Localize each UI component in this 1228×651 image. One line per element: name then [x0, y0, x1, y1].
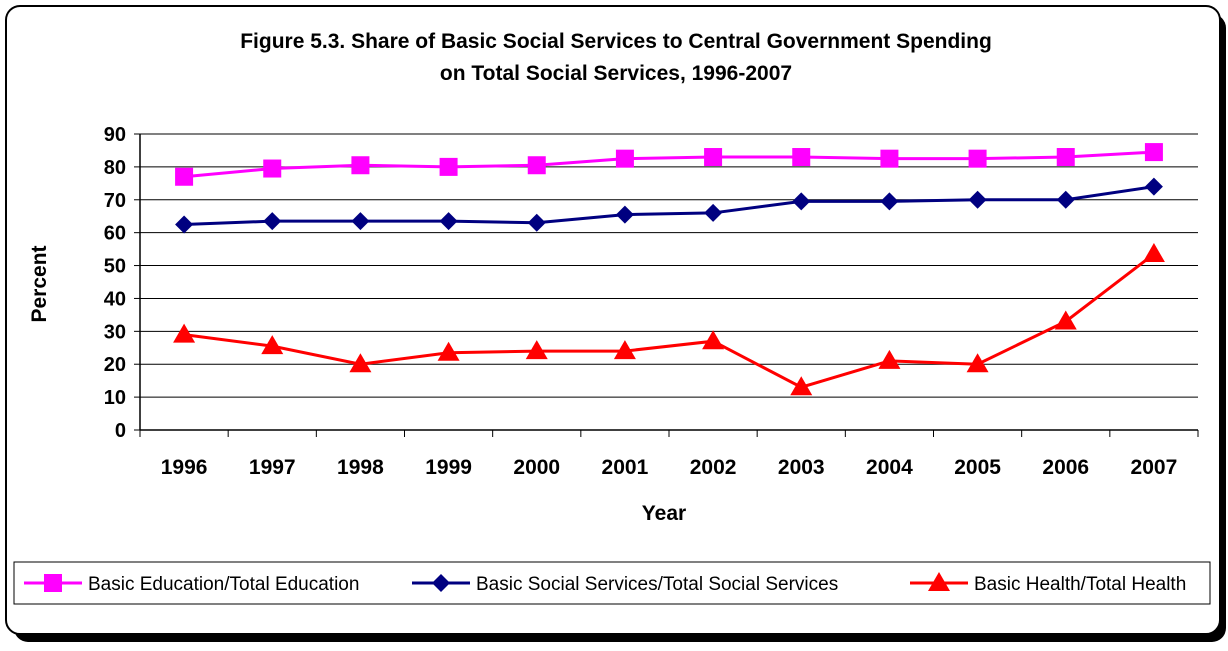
x-axis-label: Year: [642, 502, 686, 525]
data-point-diamond-marker: [615, 205, 634, 224]
series-1-line: [183, 150, 1155, 179]
data-point-square-marker: [880, 149, 899, 168]
data-point-triangle-marker: [966, 353, 989, 373]
x-tick-label: 1997: [249, 456, 296, 479]
legend-square-marker: [44, 574, 62, 592]
data-point-square-marker: [175, 167, 194, 186]
x-tick-label: 1999: [425, 456, 472, 479]
data-point-square-marker: [351, 156, 370, 175]
data-point-triangle-marker: [437, 341, 460, 361]
legend-label: Basic Education/Total Education: [88, 574, 359, 595]
data-point-diamond-marker: [1144, 177, 1163, 196]
series-1: [175, 143, 1163, 186]
data-point-square-marker: [527, 156, 546, 175]
series-3-line: [183, 252, 1155, 389]
y-tick-label: 0: [115, 420, 126, 442]
data-point-triangle-marker: [613, 340, 636, 360]
series-3: [173, 243, 1165, 396]
legend-entry: Basic Social Services/Total Social Servi…: [412, 574, 838, 595]
data-point-square-marker: [792, 148, 811, 167]
data-point-triangle-marker: [261, 335, 284, 355]
legend-entry: Basic Health/Total Health: [910, 572, 1186, 595]
data-point-square-marker: [968, 149, 987, 168]
data-point-triangle-marker: [702, 330, 725, 350]
data-point-triangle-marker: [173, 323, 196, 343]
data-point-triangle-marker: [1054, 310, 1077, 330]
data-point-diamond-marker: [175, 215, 194, 234]
chart-title-line2: on Total Social Services, 1996-2007: [440, 62, 792, 85]
legend-label: Basic Social Services/Total Social Servi…: [476, 574, 838, 595]
data-point-diamond-marker: [439, 212, 458, 231]
data-point-diamond-marker: [351, 212, 370, 231]
data-point-square-marker: [1056, 148, 1075, 167]
data-point-square-marker: [1144, 143, 1163, 162]
data-point-square-marker: [439, 157, 458, 176]
legend-triangle-marker: [928, 572, 950, 591]
y-tick-label: 10: [104, 387, 126, 409]
x-tick-label: 2004: [866, 456, 913, 479]
axes: 0 10 20 30 40 50 60 70 80 90 1996 1997 1998 1999 2000 2…: [104, 124, 1199, 479]
series-2-line: [184, 185, 1155, 226]
y-tick-label: 30: [104, 321, 126, 343]
legend: Basic Education/Total Education Basic Soc…: [24, 572, 1186, 595]
data-point-triangle-marker: [1142, 243, 1165, 263]
legend-diamond-marker: [432, 574, 450, 592]
y-tick-label: 90: [104, 124, 126, 146]
series-layer: [173, 143, 1165, 396]
x-tick-label: 2000: [513, 456, 560, 479]
legend-entry: Basic Education/Total Education: [24, 574, 359, 595]
x-tick-label: 1998: [337, 456, 384, 479]
data-point-square-marker: [704, 148, 723, 167]
chart-frame: [5, 5, 1221, 635]
x-tick-label: 2007: [1131, 456, 1178, 479]
data-point-triangle-marker: [878, 349, 901, 369]
x-tick-label: 1996: [161, 456, 208, 479]
x-tick-label: 2002: [690, 456, 737, 479]
data-point-diamond-marker: [880, 192, 899, 211]
y-tick-label: 80: [104, 157, 126, 179]
y-tick-label: 70: [104, 190, 126, 212]
data-point-triangle-marker: [790, 376, 813, 396]
y-tick-label: 20: [104, 354, 126, 376]
x-tick-label: 2005: [954, 456, 1001, 479]
data-point-diamond-marker: [704, 203, 723, 222]
data-point-diamond-marker: [263, 212, 282, 231]
legend-label: Basic Health/Total Health: [974, 574, 1186, 595]
y-tick-label: 50: [104, 256, 126, 278]
series-2: [175, 177, 1163, 234]
data-point-square-marker: [263, 159, 282, 178]
chart-title-line1: Figure 5.3. Share of Basic Social Servic…: [240, 30, 992, 53]
data-point-diamond-marker: [527, 213, 546, 232]
data-point-diamond-marker: [792, 192, 811, 211]
data-point-triangle-marker: [525, 340, 548, 360]
x-tick-label: 2006: [1042, 456, 1089, 479]
legend-box: [13, 561, 1211, 605]
data-point-square-marker: [615, 149, 634, 168]
data-point-triangle-marker: [349, 353, 372, 373]
y-axis-label: Percent: [28, 245, 51, 322]
data-point-diamond-marker: [1056, 190, 1075, 209]
x-tick-label: 2001: [602, 456, 649, 479]
x-tick-label: 2003: [778, 456, 825, 479]
y-tick-label: 40: [104, 288, 126, 310]
y-tick-label: 60: [104, 223, 126, 245]
data-point-diamond-marker: [968, 190, 987, 209]
